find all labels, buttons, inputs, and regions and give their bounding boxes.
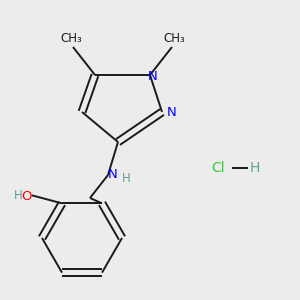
Text: Cl: Cl — [211, 161, 225, 175]
Text: H: H — [122, 172, 130, 185]
Text: N: N — [108, 167, 118, 181]
Text: CH₃: CH₃ — [163, 32, 185, 44]
Text: N: N — [167, 106, 177, 119]
Text: H: H — [250, 161, 260, 175]
Text: N: N — [148, 70, 158, 83]
Text: O: O — [21, 190, 31, 203]
Text: H: H — [14, 189, 22, 202]
Text: CH₃: CH₃ — [60, 32, 82, 44]
